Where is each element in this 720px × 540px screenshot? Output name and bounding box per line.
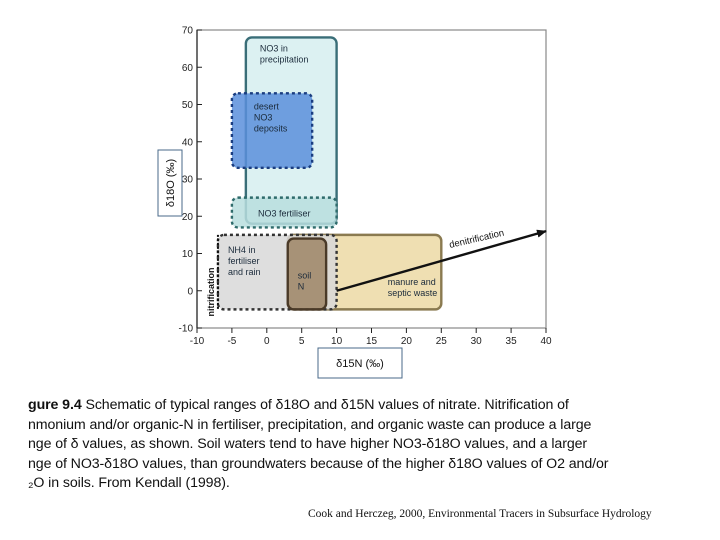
region-no3-fertiliser: [230, 196, 338, 229]
nitrate-isotope-diagram: 70 60 50 40 30 20 10 0 -10 -10 -5 0 5 10 15 20 25 30 35 40 N…: [150, 20, 560, 380]
x-tick-label: 35: [506, 336, 518, 347]
y-tick-label: 50: [182, 100, 194, 111]
x-tick-label: -5: [227, 336, 236, 347]
region-no3-fertiliser-label: NO3 fertiliser: [258, 209, 311, 219]
x-tick-label: -10: [190, 336, 205, 347]
caption-line: nge of δ values, as shown. Soil waters t…: [28, 435, 698, 455]
x-tick-label: 20: [401, 336, 413, 347]
y-tick-label: 70: [182, 26, 194, 37]
x-tick-label: 40: [540, 336, 552, 347]
denitrification-arrow: [336, 229, 547, 292]
caption-text: nge of NO3-δ18O values, than groundwater…: [28, 455, 609, 472]
y-tick-label: -10: [179, 324, 194, 335]
caption-text: ₂O in soils. From Kendall (1998).: [28, 475, 230, 492]
y-tick-label: 60: [182, 63, 194, 74]
source-credit: Cook and Herczeg, 2000, Environmental Tr…: [308, 508, 652, 520]
x-axis-title-box: [317, 347, 403, 379]
region-desert-deposits-label: desert: [254, 101, 280, 111]
figure-caption: gure 9.4 Schematic of typical ranges of …: [28, 396, 698, 494]
region-nh4-fertiliser-label: NH4 in: [228, 245, 256, 255]
region-nh4-fertiliser-label: fertiliser: [228, 256, 260, 266]
caption-text: nge of δ values, as shown. Soil waters t…: [28, 436, 588, 453]
nitrification-label: nitrification: [206, 268, 216, 317]
x-tick-label: 10: [331, 336, 343, 347]
chart-canvas: 70 60 50 40 30 20 10 0 -10-10 -5 0 5 10 15 20 25 30 35 40 N…: [157, 26, 552, 379]
denitrification-label: denitrification: [448, 228, 505, 251]
region-no3-precipitation-label: NO3 in: [260, 43, 288, 53]
caption-text: Schematic of typical ranges of δ18O and …: [81, 397, 569, 413]
x-tick-label: 30: [471, 336, 483, 347]
y-tick-label: 30: [182, 175, 194, 186]
region-desert-deposits-label: deposits: [254, 123, 288, 133]
x-tick-label: 15: [366, 336, 378, 347]
y-tick-label: 20: [182, 212, 194, 223]
x-axis-title: δ15N (‰): [336, 358, 384, 370]
region-manure-septic-label: manure and: [388, 277, 436, 287]
x-tick-label: 5: [299, 336, 305, 347]
region-soil-n-label: N: [298, 282, 305, 292]
y-axis-title: δ18O (‰): [165, 159, 177, 207]
region-desert-deposits-label: NO3: [254, 112, 273, 122]
figure-number: gure 9.4: [28, 397, 82, 413]
y-axis-title-box: [157, 149, 183, 217]
y-tick-label: 10: [182, 249, 194, 260]
region-soil-n-label: soil: [298, 271, 312, 281]
y-tick-label: 40: [182, 137, 194, 148]
caption-line: gure 9.4 Schematic of typical ranges of …: [28, 396, 698, 416]
region-nh4-fertiliser-label: and rain: [228, 267, 261, 277]
caption-line: ₂O in soils. From Kendall (1998).: [28, 474, 698, 494]
caption-text: nmonium and/or organic-N in fertiliser, …: [28, 416, 592, 433]
region-manure-septic-label: septic waste: [388, 288, 438, 298]
region-desert-deposits: [230, 92, 314, 170]
region-no3-precipitation-label: precipitation: [260, 54, 309, 64]
x-tick-label: 0: [264, 336, 270, 347]
y-tick-label: 0: [187, 286, 193, 297]
x-tick-label: 25: [436, 336, 448, 347]
caption-line: nge of NO3-δ18O values, than groundwater…: [28, 455, 698, 475]
caption-line: nmonium and/or organic-N in fertiliser, …: [28, 416, 698, 436]
region-soil-n: [286, 237, 328, 311]
